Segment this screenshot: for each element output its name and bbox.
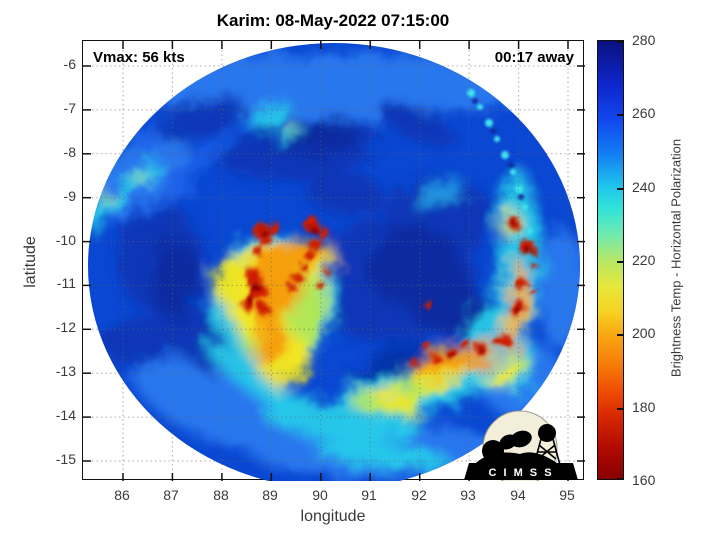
y-tick: -12 (55, 319, 76, 335)
y-tick: -10 (55, 232, 76, 248)
x-tick: 86 (114, 487, 130, 503)
plot-area: Vmax: 56 kts 00:17 away C I M S S (82, 40, 585, 481)
satellite-dish-icon (510, 430, 532, 448)
colorbar-tick: 280 (632, 32, 656, 48)
y-tick: -15 (55, 451, 76, 467)
x-tick: 91 (361, 487, 377, 503)
colorbar-tick: 200 (632, 325, 656, 341)
x-tick: 92 (411, 487, 427, 503)
x-tick: 93 (460, 487, 476, 503)
x-tick: 88 (213, 487, 229, 503)
colorbar-tick-mark (617, 408, 623, 410)
colorbar-tick-mark (617, 41, 623, 43)
y-tick: -6 (63, 56, 76, 72)
cimss-logo-silhouette (464, 424, 578, 480)
y-tick: -14 (55, 407, 76, 423)
y-tick: -13 (55, 363, 76, 379)
x-axis-label: longitude (300, 508, 366, 525)
x-tick: 90 (312, 487, 328, 503)
x-tick: 87 (163, 487, 179, 503)
x-tick: 94 (510, 487, 526, 503)
x-tick: 89 (262, 487, 278, 503)
cimss-banner-text: C I M S S (488, 467, 553, 479)
colorbar-tick-mark (617, 114, 623, 116)
cimss-banner (464, 463, 578, 480)
time-away-annotation: 00:17 away (494, 49, 574, 66)
cimss-logo: C I M S S (464, 410, 578, 481)
colorbar-tick: 260 (632, 105, 656, 121)
colorbar-tick: 180 (632, 399, 656, 415)
x-tick: 95 (559, 487, 575, 503)
y-tick: -11 (56, 275, 76, 291)
y-tick: -8 (63, 144, 76, 160)
colorbar-tick-mark (617, 478, 623, 480)
colorbar-tick: 240 (632, 179, 656, 195)
plot-title: Karim: 08-May-2022 07:15:00 (216, 11, 450, 30)
y-tick: -7 (63, 100, 76, 116)
colorbar-tick-mark (617, 334, 623, 336)
vmax-annotation: Vmax: 56 kts (93, 49, 185, 66)
colorbar (597, 40, 624, 480)
colorbar-tick: 160 (632, 472, 656, 488)
colorbar-tick: 220 (632, 252, 656, 268)
y-tick: -9 (63, 188, 76, 204)
colorbar-tick-mark (617, 261, 623, 263)
colorbar-tick-mark (617, 188, 623, 190)
water-tower-tank-icon (538, 424, 556, 442)
